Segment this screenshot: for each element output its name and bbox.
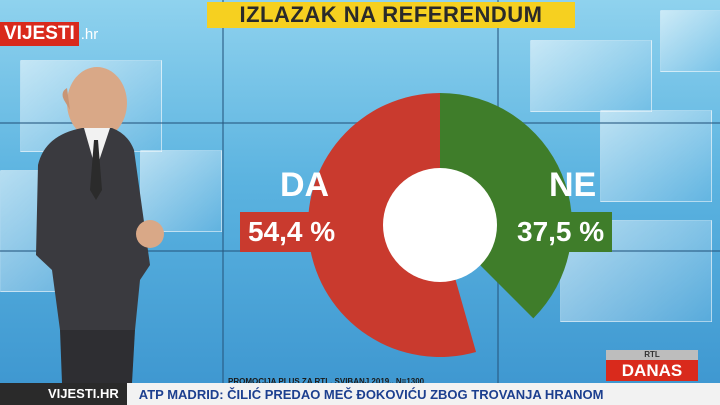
rtl-danas-bug: RTL DANAS bbox=[606, 350, 698, 381]
bg-cube bbox=[140, 150, 222, 232]
logo-main: VIJESTI bbox=[0, 22, 79, 46]
ticker-text: ATP MADRID: ČILIĆ PREDAO MEČ ĐOKOVIĆU ZB… bbox=[138, 386, 604, 402]
danas-label: DANAS bbox=[606, 360, 698, 381]
wall-seam bbox=[222, 0, 224, 383]
value-ne: 37,5 % bbox=[509, 212, 613, 252]
graphic-title: IZLAZAK NA REFERENDUM bbox=[207, 2, 575, 28]
value-da: 54,4 % bbox=[240, 212, 344, 252]
rtl-label: RTL bbox=[606, 350, 698, 360]
vijesti-logo: VIJESTI .hr bbox=[0, 22, 98, 46]
news-ticker: VIJESTI.HR ATP MADRID: ČILIĆ PREDAO MEČ … bbox=[0, 383, 720, 405]
bg-cube bbox=[600, 110, 712, 202]
pie-center-hole bbox=[383, 168, 497, 282]
label-da: DA bbox=[280, 166, 330, 204]
source-note: PROMOCIJA PLUS ZA RTL, SVIBANJ 2019., N=… bbox=[228, 377, 425, 386]
logo-tld: .hr bbox=[80, 25, 99, 43]
ticker-brand: VIJESTI.HR bbox=[0, 383, 127, 405]
bg-cube bbox=[530, 40, 652, 112]
label-ne: NE bbox=[549, 166, 597, 204]
bg-cube bbox=[660, 10, 720, 72]
pie-slice-ne bbox=[440, 93, 572, 319]
